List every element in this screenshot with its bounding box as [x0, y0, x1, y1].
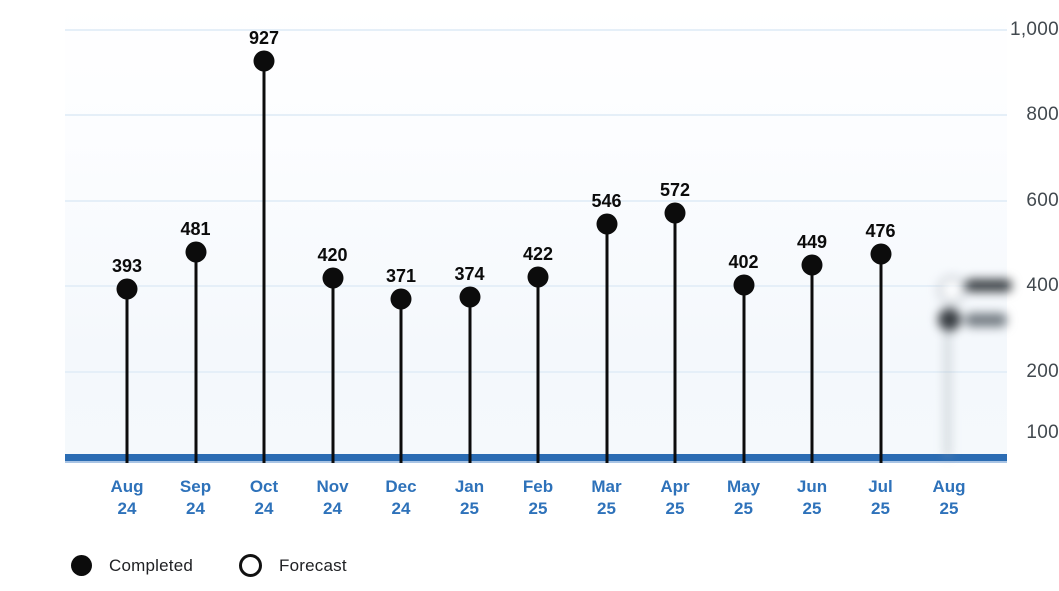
legend: Completed Forecast: [71, 554, 347, 577]
completed-marker-icon: [71, 555, 92, 576]
y-axis-tick-label: 1,000: [1009, 19, 1059, 40]
lollipop-stem: [879, 253, 882, 463]
data-point-value-label: 481: [180, 218, 211, 239]
y-axis-tick-label: 800: [1026, 104, 1059, 126]
data-point-value-label: 449: [796, 232, 828, 253]
data-point-value-label: 927: [248, 28, 280, 49]
data-point-marker[interactable]: [801, 254, 823, 276]
x-axis-tick-label: Feb 25: [522, 477, 554, 518]
x-axis-tick-label: Apr 25: [660, 477, 690, 518]
data-point-value-label: 422: [522, 243, 554, 264]
y-axis-tick-label: 600: [1026, 189, 1059, 211]
lollipop-stem: [468, 297, 471, 463]
data-point-marker[interactable]: [870, 243, 891, 265]
lollipop-stem: [331, 277, 334, 463]
data-point-value-label: 393: [111, 256, 143, 277]
legend-item-forecast[interactable]: Forecast: [239, 554, 347, 577]
data-point-marker[interactable]: [253, 50, 275, 72]
y-axis-tick-label: 200: [1026, 360, 1059, 382]
x-axis-tick-label: Jan 25: [454, 477, 485, 518]
data-point-value-label: 402: [728, 252, 759, 273]
data-point-value-label: 476: [865, 220, 896, 241]
x-axis-tick-label: Oct 24: [249, 477, 279, 518]
legend-label: Forecast: [279, 555, 347, 575]
lollipop-stem: [125, 289, 129, 463]
x-axis-tick-label: Mar 25: [591, 477, 622, 518]
x-axis-tick-label: May 25: [726, 477, 761, 518]
gridline: [65, 199, 1007, 202]
x-axis-tick-label: Dec 24: [385, 477, 417, 518]
x-axis-line: [65, 454, 1007, 463]
data-point-value-label: 572: [659, 179, 691, 200]
data-point-marker[interactable]: [527, 266, 549, 288]
data-point-value-label: 371: [385, 265, 417, 286]
lollipop-stem: [536, 276, 540, 463]
x-axis-tick-label: Nov 24: [316, 477, 349, 518]
x-axis-tick-label: Aug 24: [110, 477, 144, 518]
x-axis-tick-label: Jul 25: [868, 477, 893, 518]
lollipop-stem: [605, 223, 608, 463]
data-point-marker[interactable]: [596, 213, 617, 235]
lollipop-stem: [742, 285, 745, 463]
data-point-value-label: 420: [317, 244, 348, 265]
legend-label: Completed: [109, 555, 194, 575]
x-axis-tick-label: Aug 25: [932, 477, 966, 518]
y-axis-tick-label: 100: [1026, 422, 1059, 443]
gridline: [65, 370, 1007, 373]
data-point-value-label: 546: [591, 190, 622, 211]
data-point-marker[interactable]: [322, 267, 343, 289]
gridline: [65, 114, 1007, 117]
data-point-marker[interactable]: [185, 241, 206, 263]
gridline: [65, 29, 1007, 31]
data-point-marker[interactable]: [116, 278, 138, 300]
data-point-value-label: 374: [454, 264, 485, 285]
data-point-marker[interactable]: [664, 202, 686, 224]
data-point-marker[interactable]: [390, 288, 412, 310]
lollipop-stem: [673, 212, 677, 463]
x-axis-tick-label: Jun 25: [796, 477, 828, 518]
lollipop-stem: [399, 298, 403, 463]
lollipop-stem: [810, 265, 814, 463]
forecast-marker-icon: [239, 554, 263, 577]
data-point-marker[interactable]: [733, 274, 754, 296]
lollipop-stem: [194, 251, 197, 463]
data-point-marker[interactable]: [459, 286, 480, 308]
legend-item-completed[interactable]: Completed: [71, 555, 193, 576]
plot-area: 393 481 927 420 371 374 422 546 572 402 449 476: [65, 0, 1007, 463]
y-axis-tick-label: 400: [1026, 275, 1059, 297]
lollipop-stem: [262, 61, 266, 463]
x-axis-tick-label: Sep 24: [179, 477, 212, 518]
